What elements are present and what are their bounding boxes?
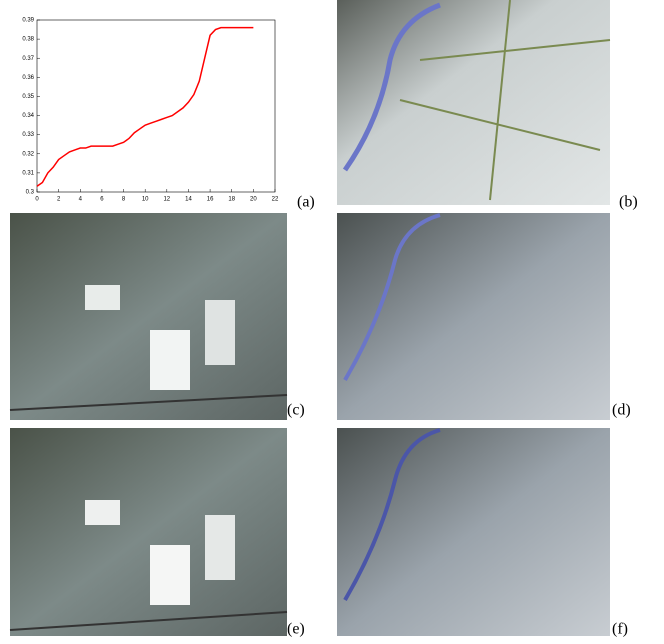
- fused-image: [337, 213, 610, 420]
- x-tick-label: 14: [185, 197, 192, 203]
- panel-label: (b): [619, 194, 638, 211]
- plot-frame: [37, 20, 275, 192]
- x-tick-label: 4: [79, 197, 83, 203]
- y-tick-label: 0.39: [22, 18, 34, 24]
- panel-label: (a): [297, 194, 315, 211]
- x-tick-label: 12: [163, 197, 170, 203]
- y-tick-label: 0.35: [22, 94, 34, 100]
- x-tick-label: 18: [228, 197, 235, 203]
- aerial-image: [10, 213, 287, 420]
- fused-image: [337, 428, 610, 636]
- x-tick-label: 20: [250, 197, 257, 203]
- aerial-image: [10, 428, 287, 636]
- x-tick-label: 6: [100, 197, 104, 203]
- x-tick-label: 16: [207, 197, 214, 203]
- y-tick-label: 0.38: [22, 37, 34, 43]
- panel-label: (e): [287, 621, 305, 638]
- x-tick-label: 10: [142, 197, 149, 203]
- x-tick-label: 0: [35, 197, 39, 203]
- panel-label: (d): [612, 402, 631, 419]
- figure-canvas: (a) (b) (c) (d) (e) (f) 0.3 0.31 0.32 0.33 0…: [0, 0, 664, 644]
- x-tick-label: 8: [122, 197, 126, 203]
- y-tick-label: 0.3: [26, 190, 35, 196]
- x-tick-label: 2: [57, 197, 61, 203]
- panel-label: (f): [612, 621, 628, 638]
- y-tick-label: 0.34: [22, 113, 34, 119]
- y-tick-label: 0.36: [22, 75, 34, 81]
- figure: (a) (b) (c) (d) (e) (f) 0.3 0.31 0.32 0.33 0…: [0, 0, 664, 644]
- y-tick-label: 0.33: [22, 132, 34, 138]
- y-tick-label: 0.37: [22, 56, 34, 62]
- y-tick-label: 0.32: [22, 151, 34, 157]
- y-tick-label: 0.31: [22, 170, 34, 176]
- x-tick-label: 22: [272, 197, 279, 203]
- map-image: [337, 0, 610, 205]
- panel-label: (c): [287, 402, 305, 419]
